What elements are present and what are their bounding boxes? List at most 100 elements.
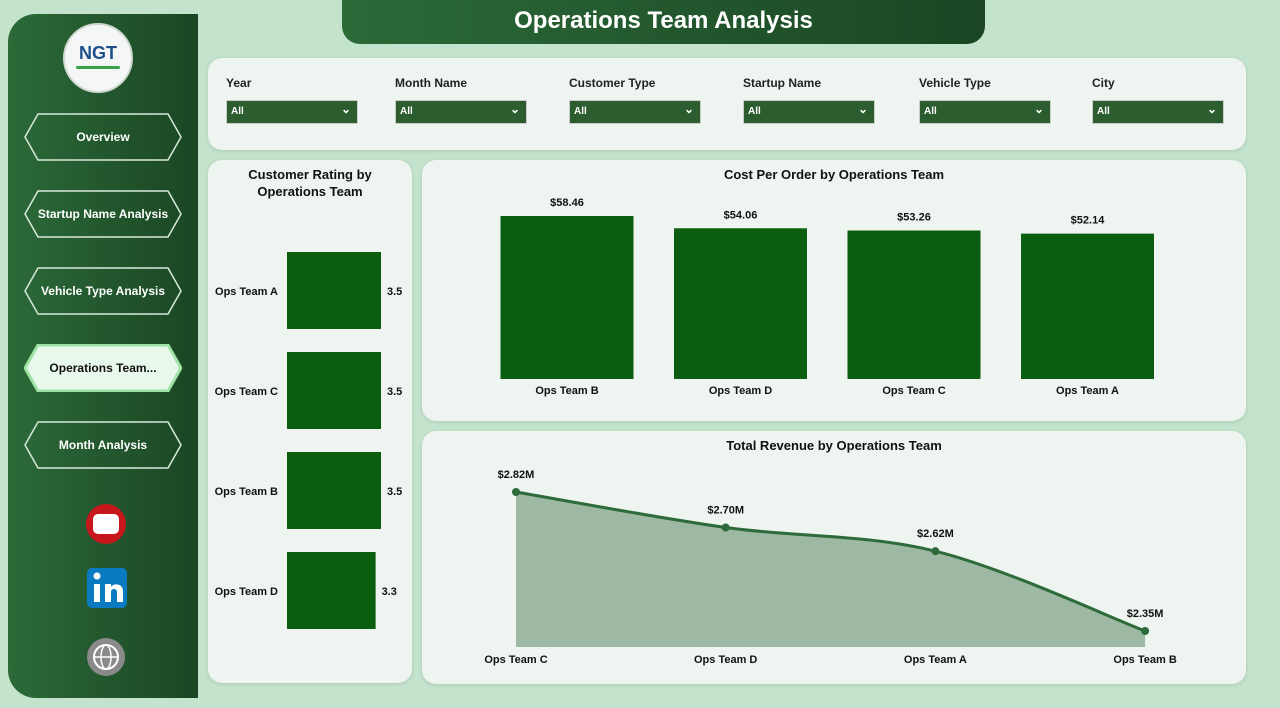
filter-select: All ⌄ [919, 100, 1051, 124]
nav-label: Overview [76, 130, 130, 144]
nav-label: Startup Name Analysis [37, 207, 169, 221]
y-tick-label: Ops Team C [215, 386, 278, 398]
nav-shape [24, 113, 182, 161]
logo-text: NGT [79, 43, 117, 63]
social-icons [86, 504, 127, 676]
bar [1021, 233, 1154, 379]
nav-hexagon [24, 344, 182, 392]
cost-panel: Cost Per Order by Operations Team $58.46 O… [422, 160, 1246, 421]
nav-shape [24, 344, 182, 392]
filter-select: All ⌄ [569, 100, 701, 124]
x-tick-label: Ops Team A [904, 654, 967, 666]
nav-item[interactable]: Vehicle Type Analysis [24, 267, 182, 315]
nav-item[interactable]: Operations Team... [24, 344, 182, 392]
nav-hexagon [24, 190, 182, 238]
bar [674, 228, 807, 379]
nav-hexagon [24, 267, 182, 315]
nav-label: Operations Team... [49, 361, 157, 375]
point [1141, 627, 1150, 635]
point [721, 523, 730, 532]
y-tick-label: Ops Team D [215, 586, 278, 598]
filter-label: City [1092, 76, 1115, 90]
data-label: $2.70M [707, 504, 744, 516]
data-label: $2.62M [917, 528, 954, 540]
bar [287, 552, 376, 629]
data-label: 3.3 [382, 586, 397, 598]
nav-shape [24, 267, 182, 315]
filter-label: Year [226, 76, 252, 90]
linkedin-i [94, 584, 100, 602]
chart-title: Cost Per Order by Operations Team [723, 167, 945, 182]
nav-label: Vehicle Type Analysis [40, 284, 166, 298]
bar [500, 216, 634, 379]
x-tick-label: Ops Team C [882, 385, 945, 397]
x-tick-label: Ops Team D [709, 385, 772, 397]
bar [287, 252, 381, 329]
filter[interactable]: Year All ⌄ [226, 76, 358, 124]
rating-panel: Customer Rating by Operations Team Ops Te… [208, 160, 412, 683]
nav-item[interactable]: Overview [24, 113, 182, 161]
nav-hexagon [24, 113, 182, 161]
revenue-panel: Total Revenue by Operations Team $2.82M Op… [422, 431, 1246, 684]
filter-chevron: ⌄ [1206, 102, 1217, 116]
filter-label: Startup Name [743, 76, 822, 90]
x-tick-label: Ops Team D [694, 654, 757, 666]
area [516, 492, 1146, 647]
y-tick-label: Ops Team A [215, 286, 278, 298]
filter-select: All ⌄ [743, 100, 875, 124]
filter-panel [208, 58, 1246, 150]
filter-label: Month Name [395, 76, 467, 90]
data-label: $53.26 [897, 211, 931, 223]
title-banner: Operations Team Analysis [342, 0, 985, 44]
youtube-icon-inner [93, 514, 119, 534]
x-tick-label: Ops Team C [484, 654, 547, 666]
data-label: $2.35M [1127, 608, 1164, 620]
filter-label: Vehicle Type [919, 76, 991, 90]
filter-chevron: ⌄ [1033, 102, 1044, 116]
filter-chevron: ⌄ [509, 102, 520, 116]
nav-hexagon [24, 421, 182, 469]
filter-chevron: ⌄ [857, 102, 868, 116]
chart-title: Customer Rating by Operations Team [248, 167, 372, 199]
x-tick-label: Ops Team B [1113, 654, 1176, 666]
bar [287, 452, 381, 529]
filter[interactable]: City All ⌄ [1092, 76, 1224, 124]
bar [287, 352, 381, 429]
filter[interactable]: Vehicle Type All ⌄ [919, 76, 1051, 124]
logo: NGT [63, 23, 133, 93]
chart: $2.82M Ops Team C $2.70M Ops Team D $2.62M Op… [484, 469, 1177, 666]
data-label: 3.5 [387, 486, 402, 498]
filter[interactable]: Customer Type All ⌄ [569, 76, 701, 124]
filter-label: Customer Type [569, 76, 656, 90]
filter-chevron: ⌄ [340, 102, 351, 116]
line [515, 490, 1146, 633]
chart-title: Total Revenue by Operations Team [726, 438, 942, 453]
nav-item[interactable]: Month Analysis [24, 421, 182, 469]
chart: Ops Team A 3.5 Ops Team C 3.5 Ops Team B 3.5 O… [215, 252, 402, 629]
filter[interactable]: Month Name All ⌄ [395, 76, 527, 124]
nav-shape [24, 421, 182, 469]
filter-select: All ⌄ [1092, 100, 1224, 124]
point [512, 488, 520, 496]
x-tick-label: Ops Team B [535, 385, 598, 397]
linkedin-n [105, 584, 123, 602]
bar [847, 230, 981, 379]
point [931, 547, 940, 556]
data-label: $2.82M [498, 469, 535, 481]
chart: $58.46 Ops Team B $54.06 Ops Team D $53.26 Op… [500, 197, 1154, 397]
x-tick-label: Ops Team A [1056, 385, 1119, 397]
data-label: $52.14 [1071, 215, 1106, 227]
filter[interactable]: Startup Name All ⌄ [743, 76, 875, 124]
filter-chevron: ⌄ [683, 102, 694, 116]
data-label: 3.5 [387, 286, 402, 298]
nav-item[interactable]: Startup Name Analysis [24, 190, 182, 238]
y-tick-label: Ops Team B [215, 486, 278, 498]
linkedin-dot [93, 572, 101, 580]
data-label: 3.5 [387, 386, 402, 398]
filter-select: All ⌄ [395, 100, 527, 124]
nav-label: Month Analysis [58, 438, 148, 452]
filter-select: All ⌄ [226, 100, 358, 124]
data-label: $54.06 [724, 209, 758, 221]
page-title: Operations Team Analysis [514, 7, 813, 34]
